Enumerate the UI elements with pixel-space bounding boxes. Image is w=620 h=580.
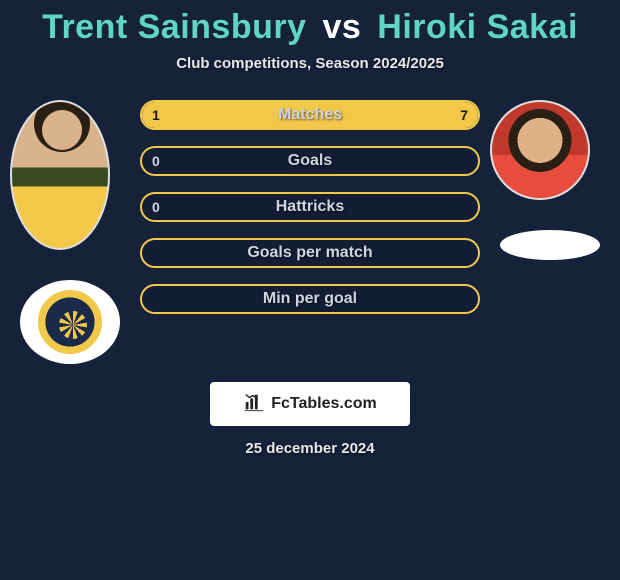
stat-bars: 17Matches0Goals0HattricksGoals per match… (140, 100, 480, 330)
date-label: 25 december 2024 (0, 440, 620, 457)
vs-label: vs (322, 8, 361, 46)
bar-label: Hattricks (142, 194, 478, 220)
logo-text: FcTables.com (271, 395, 377, 413)
bar-value-right: 7 (450, 102, 478, 128)
bar-chart-icon (243, 391, 265, 418)
player2-avatar (490, 100, 590, 200)
bar-fill-right (184, 102, 478, 128)
bar-label: Goals (142, 148, 478, 174)
bar-value-left: 0 (142, 148, 170, 174)
player2-club-badge (500, 230, 600, 260)
bar-label: Min per goal (142, 286, 478, 312)
player1-avatar (10, 100, 110, 250)
stat-bar-row: 0Goals (140, 146, 480, 176)
stat-bar-row: Min per goal (140, 284, 480, 314)
stat-bar-row: 0Hattricks (140, 192, 480, 222)
stat-bar-row: Goals per match (140, 238, 480, 268)
page-title: Trent Sainsbury vs Hiroki Sakai (0, 0, 620, 47)
comparison-arena: 17Matches0Goals0HattricksGoals per match… (0, 100, 620, 360)
player1-name: Trent Sainsbury (42, 8, 306, 46)
stat-bar-row: 17Matches (140, 100, 480, 130)
player1-club-badge (20, 280, 120, 364)
subtitle: Club competitions, Season 2024/2025 (0, 55, 620, 72)
bar-value-left: 0 (142, 194, 170, 220)
fctables-logo: FcTables.com (210, 382, 410, 426)
bar-value-left: 1 (142, 102, 170, 128)
bar-label: Goals per match (142, 240, 478, 266)
player2-name: Hiroki Sakai (377, 8, 578, 46)
